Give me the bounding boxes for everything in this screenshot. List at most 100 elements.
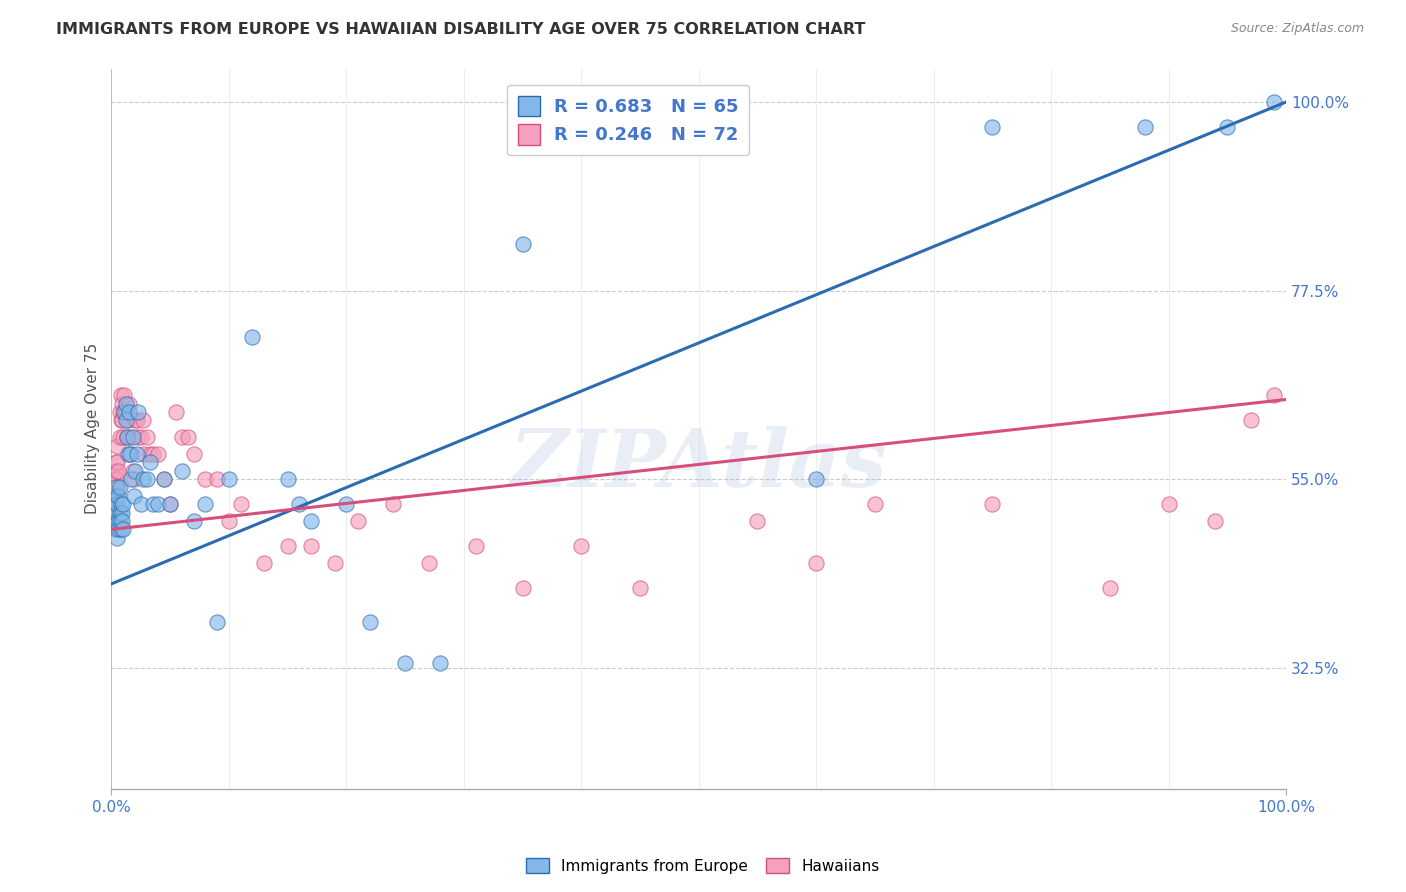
Point bbox=[104, 506, 127, 520]
Point bbox=[108, 514, 131, 528]
Point bbox=[122, 489, 145, 503]
Point bbox=[981, 497, 1004, 511]
Point bbox=[569, 539, 592, 553]
Point bbox=[114, 397, 136, 411]
Point bbox=[335, 497, 357, 511]
Point bbox=[1098, 581, 1121, 595]
Point bbox=[205, 472, 228, 486]
Point bbox=[194, 472, 217, 486]
Point bbox=[103, 472, 125, 486]
Point bbox=[1216, 120, 1239, 135]
Point bbox=[299, 539, 322, 553]
Point bbox=[132, 472, 155, 486]
Point bbox=[135, 472, 157, 486]
Point bbox=[120, 447, 142, 461]
Point bbox=[104, 464, 127, 478]
Point bbox=[115, 430, 138, 444]
Point bbox=[108, 506, 131, 520]
Point bbox=[177, 430, 200, 444]
Point bbox=[132, 413, 155, 427]
Point bbox=[512, 237, 534, 252]
Point bbox=[105, 481, 128, 495]
Point bbox=[112, 497, 135, 511]
Point bbox=[127, 447, 149, 461]
Point bbox=[104, 497, 127, 511]
Point bbox=[127, 405, 149, 419]
Point bbox=[114, 413, 136, 427]
Point bbox=[277, 539, 299, 553]
Point bbox=[105, 531, 128, 545]
Point bbox=[1157, 497, 1180, 511]
Point bbox=[101, 497, 124, 511]
Point bbox=[141, 447, 163, 461]
Text: IMMIGRANTS FROM EUROPE VS HAWAIIAN DISABILITY AGE OVER 75 CORRELATION CHART: IMMIGRANTS FROM EUROPE VS HAWAIIAN DISAB… bbox=[56, 22, 866, 37]
Point bbox=[159, 497, 181, 511]
Point bbox=[118, 405, 141, 419]
Point bbox=[107, 464, 129, 478]
Point bbox=[863, 497, 886, 511]
Point bbox=[153, 472, 176, 486]
Point bbox=[120, 447, 142, 461]
Point bbox=[382, 497, 405, 511]
Point bbox=[464, 539, 486, 553]
Point bbox=[105, 489, 128, 503]
Point bbox=[110, 388, 132, 402]
Point bbox=[105, 455, 128, 469]
Point bbox=[107, 489, 129, 503]
Point bbox=[108, 481, 131, 495]
Point bbox=[139, 447, 162, 461]
Point bbox=[747, 514, 769, 528]
Point bbox=[148, 497, 170, 511]
Point bbox=[105, 464, 128, 478]
Point bbox=[229, 497, 252, 511]
Point bbox=[127, 430, 149, 444]
Point bbox=[141, 497, 163, 511]
Y-axis label: Disability Age Over 75: Disability Age Over 75 bbox=[86, 343, 100, 515]
Point bbox=[111, 514, 134, 528]
Point bbox=[804, 556, 827, 570]
Point bbox=[121, 464, 143, 478]
Point bbox=[183, 447, 205, 461]
Point bbox=[1263, 95, 1285, 109]
Point bbox=[124, 413, 146, 427]
Point bbox=[103, 489, 125, 503]
Point bbox=[205, 615, 228, 629]
Point bbox=[105, 514, 128, 528]
Point bbox=[112, 405, 135, 419]
Point bbox=[120, 472, 142, 486]
Point bbox=[110, 522, 132, 536]
Point bbox=[111, 397, 134, 411]
Point bbox=[135, 430, 157, 444]
Point bbox=[105, 489, 128, 503]
Point bbox=[170, 430, 193, 444]
Point bbox=[108, 430, 131, 444]
Point bbox=[120, 430, 142, 444]
Point bbox=[110, 413, 132, 427]
Point bbox=[112, 430, 135, 444]
Point bbox=[218, 472, 240, 486]
Point bbox=[112, 522, 135, 536]
Point bbox=[148, 447, 170, 461]
Point bbox=[107, 522, 129, 536]
Text: Source: ZipAtlas.com: Source: ZipAtlas.com bbox=[1230, 22, 1364, 36]
Point bbox=[129, 430, 152, 444]
Text: ZIPAtlas: ZIPAtlas bbox=[510, 426, 887, 504]
Point bbox=[981, 120, 1004, 135]
Point bbox=[134, 447, 156, 461]
Point bbox=[118, 397, 141, 411]
Point bbox=[1240, 413, 1263, 427]
Point bbox=[299, 514, 322, 528]
Point bbox=[105, 455, 128, 469]
Point bbox=[124, 464, 146, 478]
Point bbox=[394, 657, 416, 671]
Point bbox=[104, 481, 127, 495]
Point bbox=[277, 472, 299, 486]
Point bbox=[288, 497, 311, 511]
Point bbox=[107, 514, 129, 528]
Point bbox=[112, 405, 135, 419]
Point bbox=[105, 439, 128, 453]
Point bbox=[194, 497, 217, 511]
Point bbox=[323, 556, 346, 570]
Point bbox=[111, 413, 134, 427]
Point bbox=[101, 506, 124, 520]
